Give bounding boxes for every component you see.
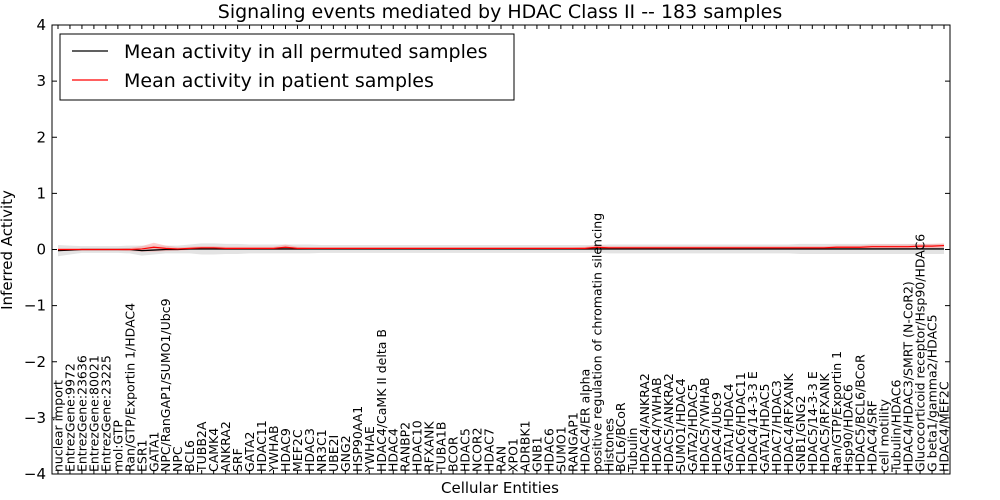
x-category-label: HDAC5/RFXANK [817,373,832,472]
legend-label-patient: Mean activity in patient samples [124,70,434,92]
x-category-label: HDAC5/ANKRA2 [661,373,676,472]
x-category-label: Hsp90/HDAC6 [841,384,856,472]
x-category-label: HDAC4/14-3-3 E [745,371,760,472]
x-category-label: HDAC4/CaMK II delta B [374,329,389,472]
band-permuted [57,243,945,257]
x-category-label: BCL6/BCoR [613,402,628,472]
chart-title: Signaling events mediated by HDAC Class … [218,1,782,23]
x-category-label: RAN [494,446,509,472]
y-tick-label: −1 [24,297,46,315]
x-category-label: GNB1 [529,436,544,472]
x-category-label: SRF [230,448,245,472]
x-category-label: BCL6 [182,440,197,472]
x-category-label: TUBB2A [194,421,209,473]
x-category-label: HDAC4 [386,428,401,472]
x-category-label: GATA1 [146,432,161,472]
x-category-label: EntrezGene:80021 [86,355,101,472]
y-tick-label: 4 [36,16,46,34]
legend: Mean activity in all permuted samples Me… [59,33,515,101]
x-category-label: HDAC11 [254,420,269,472]
x-category-label: UBE2I [326,435,341,472]
x-category-label: GATA1/HDAC4 [721,383,736,472]
x-category-label: HDAC10 [410,420,425,472]
x-category-label: EntrezGene:23225 [98,355,113,472]
x-category-label: RANBP2 [398,422,413,472]
x-category-label: cell motility [877,398,892,472]
x-category-label: HDAC3 [302,428,317,472]
x-category-label: HDAC4/ANKRA2 [637,373,652,472]
x-category-label: GATA1/HDAC5 [757,384,772,472]
x-category-label: RANGAP1 [565,412,580,472]
x-category-label: HDAC4/SRF [865,400,880,472]
x-category-label: HDAC4/ER alpha [577,369,592,472]
x-category-label: SUMO1/HDAC4 [673,378,688,472]
x-category-label: HDAC5/BCL6/BCoR [853,354,868,472]
x-category-label: HDAC5/YWHAB [697,377,712,472]
y-tick-label: 1 [36,184,46,202]
series-line-patient [57,244,945,251]
x-category-label: XPO1 [505,438,520,472]
x-category-label: nuclear import [50,380,65,472]
x-category-label: GNG2 [338,435,353,472]
legend-box [59,33,515,101]
x-category-label: HDAC7/HDAC3 [769,380,784,472]
legend-label-permuted: Mean activity in all permuted samples [124,41,487,63]
x-category-label: SUMO1 [553,426,568,472]
x-category-label: G beta1/gamma2/HDAC5 [925,314,940,472]
x-category-label: HDAC7 [482,428,497,472]
x-category-label: GATA2/HDAC5 [685,384,700,472]
x-category-label: MEF2C [290,429,305,472]
x-category-label: HDAC4/Ubc9 [709,392,724,472]
x-category-label: TUBA1B [434,422,449,473]
x-category-label: GATA2 [242,432,257,472]
x-axis-label: Cellular Entities [441,479,559,497]
y-axis-label: Inferred Activity [0,190,16,310]
x-category-label: HDAC5 [458,428,473,472]
x-category-label: HDAC6 [541,428,556,472]
plot-area: −4 −3 −2 −1 0 1 2 3 4 nuclear importEntrezGene:99… [24,16,952,483]
y-tick-label: 3 [36,72,46,90]
x-category-label: ESR1 [134,440,149,472]
x-category-label: CAMK4 [206,428,221,472]
x-category-label: HSP90AA1 [350,406,365,472]
x-category-label: HDAC6/HDAC11 [733,372,748,472]
x-category-label: ADRBK1 [517,420,532,472]
x-category-label: Ran/GTP/Exportin 1/HDAC4 [122,303,137,472]
x-category-label: Glucocorticoid receptor/Hsp90/HDAC6 [913,234,928,472]
x-category-label: NCOR2 [470,427,485,472]
x-category-label: Histones [601,418,616,472]
x-category-label: YWHAB [266,425,281,473]
x-category-label: HDAC4/RFXANK [781,373,796,472]
x-category-label: positive regulation of chromatin silenci… [589,213,604,472]
x-category-label: NR3C1 [314,429,329,472]
x-category-label: Tubulin/HDAC6 [889,380,904,473]
x-category-label: BCOR [446,436,461,472]
y-tick-label: −2 [24,353,46,371]
x-category-label: HDAC4/YWHAB [649,377,664,472]
x-category-label: RFXANK [422,421,437,472]
y-tick-label: −3 [24,409,46,427]
x-category-label: GNB1/GNG2 [793,396,808,472]
x-category-label: HDAC9 [278,428,293,472]
x-category-label: NPC/RanGAP1/SUMO1/Ubc9 [158,298,173,472]
x-category-label: EntrezGene:9972 [62,363,77,472]
x-category-label: NPC [170,446,185,472]
x-category-label: ANKRA2 [218,421,233,472]
y-tick-label: 2 [36,128,46,146]
x-category-label: HDAC5/14-3-3 E [805,371,820,472]
x-category-label: EntrezGene:23636 [74,355,89,472]
x-category-label: HDAC4/HDAC3/SMRT (N-CoR2) [901,281,916,472]
y-tick-label: 0 [36,241,46,259]
x-category-label: Ran/GTP/Exportin 1 [829,351,844,472]
y-tick-label: −4 [24,465,46,483]
x-category-label: mol:GTP [110,420,125,472]
x-category-label: YWHAE [362,426,377,473]
x-category-label: HDAC4/MEF2C [937,381,952,472]
x-category-label: Tubulin [625,428,640,473]
